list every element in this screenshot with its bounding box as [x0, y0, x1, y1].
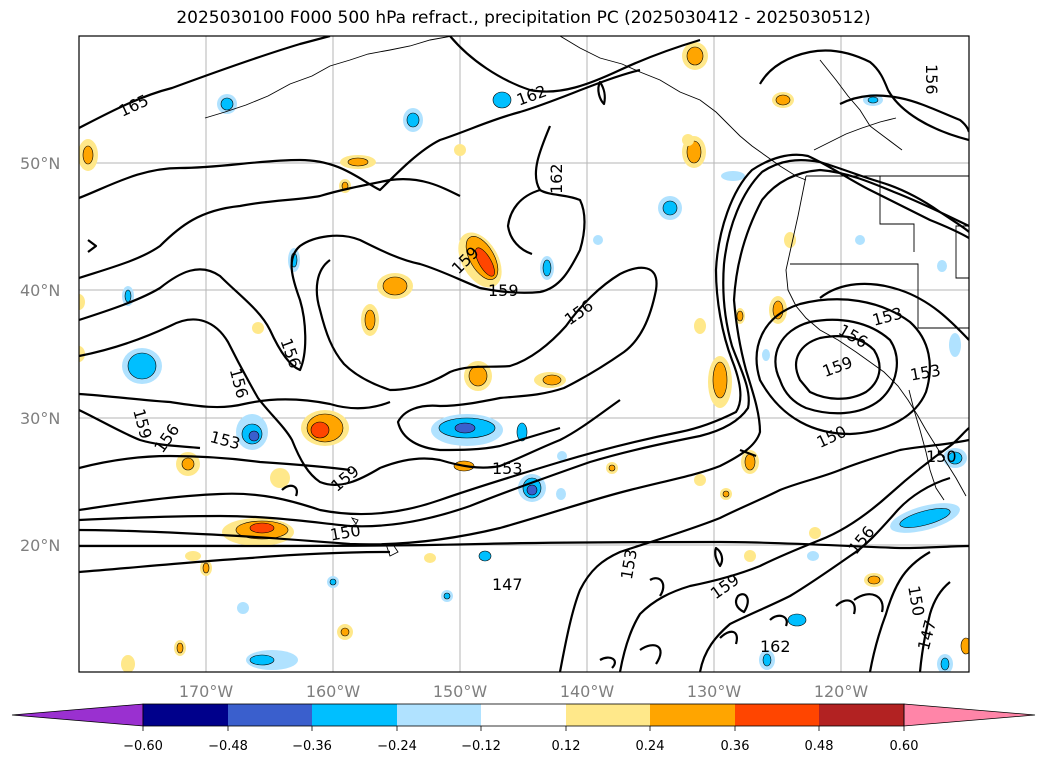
- colorbar-frame: [142, 703, 905, 727]
- colorbar-tick-label: −0.36: [292, 739, 332, 754]
- colorbar-tick-label: 0.24: [636, 739, 665, 754]
- colorbar-segment: [481, 704, 566, 726]
- colorbar-segment: [650, 704, 735, 726]
- colorbar-segment: [312, 704, 397, 726]
- colorbar-segment: [143, 704, 228, 726]
- contour-label: 156: [922, 64, 941, 95]
- colorbar-segment: [819, 704, 904, 726]
- colorbar-segment: [566, 704, 650, 726]
- lat-label-50n: 50°N: [20, 154, 60, 173]
- lon-label-140w: 140°W: [560, 682, 615, 701]
- colorbar: −0.60 −0.48 −0.36 −0.24 −0.12 0.12 0.24 …: [11, 703, 1036, 754]
- colorbar-segment: [397, 704, 481, 726]
- colorbar-extend-low: [11, 703, 144, 727]
- contour-label: 147: [492, 575, 523, 594]
- lon-label-170w: 170°W: [179, 682, 234, 701]
- lon-label-130w: 130°W: [687, 682, 742, 701]
- colorbar-extend-high: [903, 703, 1036, 727]
- colorbar-tick-label: 0.36: [721, 739, 750, 754]
- map-panel: 165 162 162 156 159 159 156 156 156 159 …: [79, 36, 969, 672]
- lon-label-160w: 160°W: [306, 682, 361, 701]
- longitude-labels: 170°W 160°W 150°W 140°W 130°W 120°W: [179, 682, 869, 701]
- colorbar-tick-label: −0.12: [461, 739, 501, 754]
- colorbar-tick-label: −0.48: [208, 739, 248, 754]
- colorbar-tick-label: 0.48: [805, 739, 834, 754]
- coastlines: [204, 36, 969, 557]
- colorbar-tick-label: 0.12: [552, 739, 581, 754]
- contour-lines: [79, 36, 969, 672]
- contour-label: 150: [926, 447, 957, 466]
- map-frame: [78, 35, 970, 673]
- colorbar-tick-label: −0.24: [377, 739, 417, 754]
- colorbar-tick-label: −0.60: [123, 739, 163, 754]
- contour-label: 153: [492, 459, 523, 478]
- lon-label-150w: 150°W: [433, 682, 488, 701]
- map-title: 2025030100 F000 500 hPa refract., precip…: [176, 8, 871, 28]
- lat-label-20n: 20°N: [20, 536, 60, 555]
- colorbar-segment: [228, 704, 312, 726]
- contour-label: 159: [488, 281, 519, 300]
- lon-label-120w: 120°W: [814, 682, 869, 701]
- lat-label-30n: 30°N: [20, 409, 60, 428]
- colorbar-tick-label: 0.60: [890, 739, 919, 754]
- lat-label-40n: 40°N: [20, 281, 60, 300]
- contour-label: 162: [547, 163, 566, 194]
- colorbar-ticks: [142, 726, 905, 731]
- colorbar-segment: [735, 704, 819, 726]
- precip-shading: [79, 42, 969, 672]
- contour-label: 162: [760, 637, 791, 656]
- latitude-labels: 50°N 40°N 30°N 20°N: [20, 154, 60, 555]
